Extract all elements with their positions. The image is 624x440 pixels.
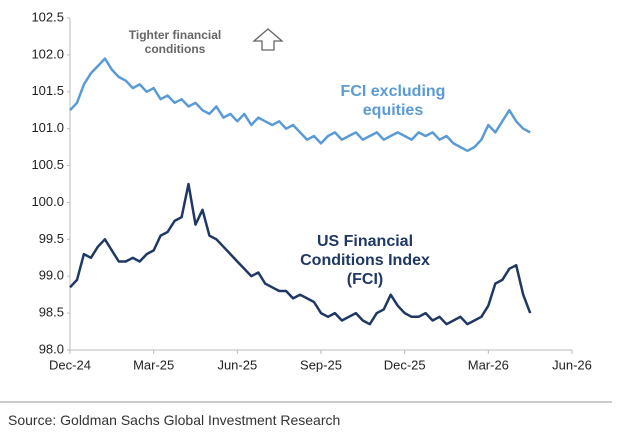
y-tick-label: 101.0: [31, 120, 64, 135]
x-tick-label: Jun-26: [552, 357, 592, 372]
series-label: US Financial Conditions Index (FCI): [300, 233, 430, 289]
series-label: FCI excluding equities: [340, 83, 446, 120]
y-tick-label: 98.0: [39, 341, 64, 356]
source: Source: Goldman Sachs Global Investment …: [8, 412, 341, 428]
series-line: [69, 57, 531, 153]
y-tick-label: 102.0: [31, 46, 64, 61]
y-tick-label: 99.0: [39, 268, 64, 283]
x-tick-label: Dec-25: [384, 357, 426, 372]
x-tick-label: Mar-25: [133, 357, 174, 372]
y-tick-label: 99.5: [39, 231, 64, 246]
x-tick-label: Dec-24: [49, 357, 91, 372]
x-tick-label: Sep-25: [300, 357, 342, 372]
y-tick-label: 100.5: [31, 157, 64, 172]
x-tick-label: Mar-26: [468, 357, 509, 372]
y-tick-label: 102.5: [31, 9, 64, 24]
annotation: Tighter financial conditions: [128, 28, 222, 57]
series-line: [69, 182, 532, 326]
y-tick-label: 98.5: [39, 305, 64, 320]
arrow-icon: [252, 28, 284, 51]
y-tick-label: 101.5: [31, 83, 64, 98]
y-tick-label: 100.0: [31, 194, 64, 209]
x-tick-label: Jun-25: [217, 357, 257, 372]
